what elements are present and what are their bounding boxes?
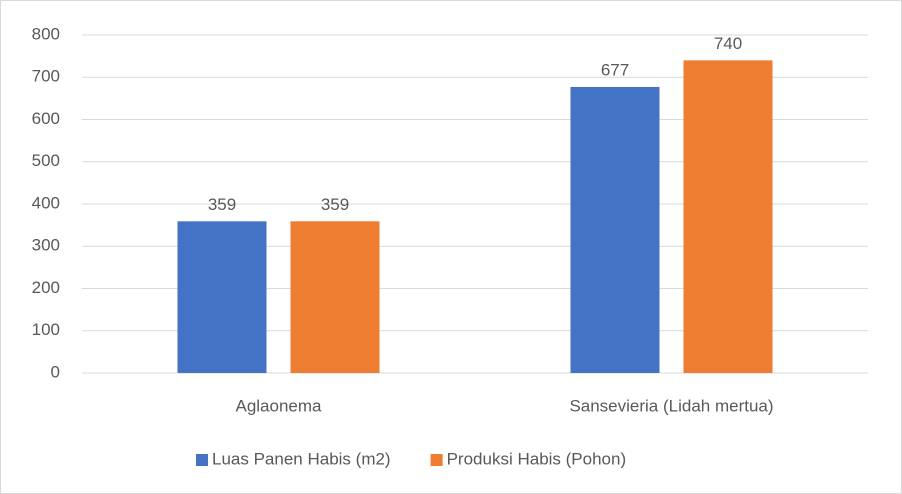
bar xyxy=(683,60,773,373)
bar xyxy=(177,221,267,373)
x-tick-label: Aglaonema xyxy=(235,396,322,415)
y-tick-label: 0 xyxy=(51,362,60,381)
y-tick-label: 700 xyxy=(32,67,60,86)
x-tick-label: Sansevieria (Lidah mertua) xyxy=(569,396,773,415)
legend-label: Produksi Habis (Pohon) xyxy=(447,449,627,468)
y-tick-label: 300 xyxy=(32,236,60,255)
y-tick-label: 400 xyxy=(32,193,60,212)
data-label: 740 xyxy=(714,34,742,53)
y-tick-label: 200 xyxy=(32,278,60,297)
y-tick-label: 100 xyxy=(32,320,60,339)
bar xyxy=(570,86,660,373)
y-tick-label: 500 xyxy=(32,151,60,170)
y-tick-label: 600 xyxy=(32,109,60,128)
data-label: 359 xyxy=(321,195,349,214)
y-tick-label: 800 xyxy=(32,24,60,43)
data-label: 677 xyxy=(601,60,629,79)
legend-swatch xyxy=(196,454,208,466)
bar xyxy=(290,221,380,373)
data-label: 359 xyxy=(208,195,236,214)
legend-label: Luas Panen Habis (m2) xyxy=(212,449,391,468)
legend-swatch xyxy=(430,454,443,466)
